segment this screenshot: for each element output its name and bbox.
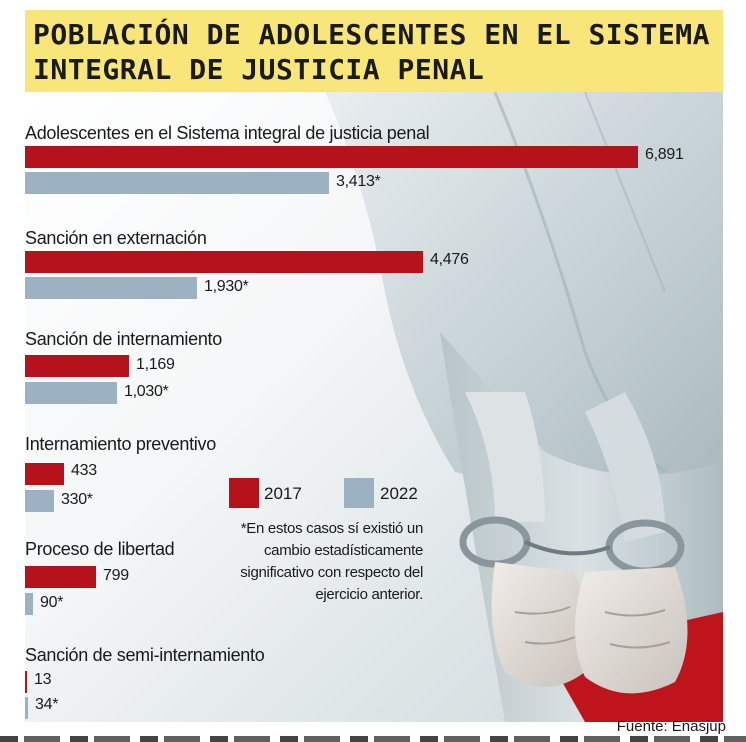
bar-2022 <box>25 172 329 194</box>
bar-2017 <box>25 566 96 588</box>
value-label-2022: 1,930* <box>204 278 249 295</box>
value-label-2022: 330* <box>61 491 93 508</box>
footnote: *En estos casos sí existió un cambio est… <box>240 520 423 603</box>
value-label-2017: 1,169 <box>136 356 175 373</box>
category-label: Sanción de internamiento <box>25 329 222 349</box>
chart-title-line-2: INTEGRAL DE JUSTICIA PENAL <box>33 53 485 86</box>
category-label: Internamiento preventivo <box>25 434 216 454</box>
bar-2017 <box>25 146 638 168</box>
value-label-2017: 13 <box>34 671 52 688</box>
legend-label-2022: 2022 <box>380 484 418 503</box>
category-label: Sanción en externación <box>25 228 207 248</box>
category-label: Proceso de libertad <box>25 539 175 559</box>
value-label-2022: 1,030* <box>124 383 169 400</box>
legend-swatch-2022 <box>344 478 374 508</box>
bar-2022 <box>25 697 28 719</box>
value-label-2017: 433 <box>71 462 97 479</box>
legend-swatch-2017 <box>229 478 259 508</box>
value-label-2022: 3,413* <box>336 173 381 190</box>
bar-2017 <box>25 251 423 273</box>
value-label-2022: 90* <box>40 594 64 611</box>
category-label: Sanción de semi-internamiento <box>25 645 265 665</box>
bar-2017 <box>25 671 27 693</box>
value-label-2017: 799 <box>103 567 129 584</box>
value-label-2022: 34* <box>35 696 59 713</box>
source-credit: Fuente: Enasjup <box>616 718 726 735</box>
category-label: Adolescentes en el Sistema integral de j… <box>25 123 430 143</box>
handcuffed-hands-illustration <box>25 92 723 722</box>
bar-2017 <box>25 463 64 485</box>
bar-2022 <box>25 490 54 512</box>
bar-2017 <box>25 355 129 377</box>
bar-2022 <box>25 382 117 404</box>
value-label-2017: 4,476 <box>430 251 469 268</box>
title-banner: POBLACIÓN DE ADOLESCENTES EN EL SISTEMA … <box>25 10 723 92</box>
legend-label-2017: 2017 <box>264 484 302 503</box>
bar-2022 <box>25 593 33 615</box>
chart-title-line-1: POBLACIÓN DE ADOLESCENTES EN EL SISTEMA <box>33 18 710 51</box>
bar-2022 <box>25 277 197 299</box>
value-label-2017: 6,891 <box>645 146 684 163</box>
bottom-text-strip <box>0 736 746 742</box>
